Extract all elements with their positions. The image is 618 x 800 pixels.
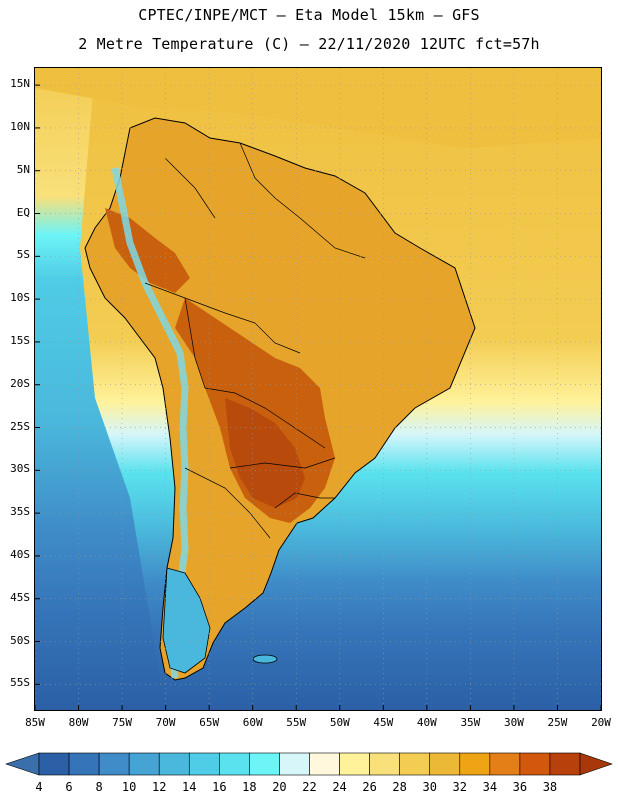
colorbar-swatch [68, 752, 100, 776]
colorbar-label: 6 [65, 780, 73, 794]
graticule [35, 68, 601, 710]
colorbar-swatch [279, 752, 310, 776]
longitude-label: 55W [286, 716, 307, 729]
longitude-label: 25W [547, 716, 568, 729]
longitude-label: 75W [112, 716, 132, 729]
latitude-label: 20S [10, 376, 30, 390]
falkland-islands [252, 654, 278, 664]
longitude-label: 30W [503, 716, 524, 729]
colorbar-label: 30 [422, 780, 437, 794]
colorbar [5, 752, 613, 776]
colorbar-label: 10 [121, 780, 137, 794]
hottest-region [225, 398, 305, 508]
colorbar-swatch [158, 752, 190, 776]
colorbar-label: 24 [332, 780, 347, 794]
colorbar-label: 14 [182, 780, 197, 794]
latitude-label: 30S [10, 462, 30, 476]
latitude-label: 15N [10, 77, 30, 91]
colorbar-swatch [38, 752, 70, 776]
latitude-label: 50S [10, 633, 30, 647]
longitude-label: 35W [460, 716, 481, 729]
colorbar-left-arrow [5, 752, 40, 776]
latitude-label: 45S [10, 590, 30, 604]
map-canvas [35, 68, 601, 710]
country-borders [144, 142, 366, 539]
colorbar-label: 20 [272, 780, 287, 794]
latitude-label: 5N [16, 162, 30, 176]
colorbar-label: 36 [512, 780, 528, 794]
colorbar-label: 34 [482, 780, 498, 794]
longitude-label: 40W [416, 716, 437, 729]
colorbar-swatch [128, 752, 160, 776]
colorbar-swatch [459, 752, 491, 776]
colorbar-label: 32 [452, 780, 467, 794]
longitude-label: 60W [242, 716, 263, 729]
colorbar-label: 8 [95, 780, 103, 794]
patagonia-region [162, 567, 211, 674]
latitude-label: 5S [16, 248, 30, 262]
longitude-label: 20W [591, 716, 611, 729]
colorbar-label: 18 [242, 780, 257, 794]
caribbean-sea [35, 68, 601, 148]
latitude-label: 25S [10, 419, 30, 433]
colorbar-label: 12 [151, 780, 167, 794]
colorbar-swatch [489, 752, 521, 776]
colorbar-swatch [98, 752, 130, 776]
longitude-label: 85W [25, 716, 45, 729]
latitude-label: 40S [10, 547, 30, 561]
colorbar-swatch [309, 752, 340, 776]
temperature-map [34, 67, 602, 711]
colorbar-label: 4 [35, 780, 43, 794]
longitude-label: 45W [373, 716, 394, 729]
colorbar-swatch [549, 752, 581, 776]
latitude-label: 35S [10, 505, 30, 519]
colorbar-swatch [399, 752, 431, 776]
colorbar-swatch [249, 752, 280, 776]
map-title: CPTEC/INPE/MCT – Eta Model 15km – GFS [138, 6, 480, 24]
colorbar-swatch [369, 752, 400, 776]
latitude-label: 10S [10, 291, 30, 305]
longitude-label: 50W [329, 716, 350, 729]
latitude-label: 10N [10, 119, 30, 133]
longitude-label: 70W [155, 716, 176, 729]
latitude-label: EQ [16, 205, 30, 219]
colorbar-swatch [339, 752, 370, 776]
latitude-label: 15S [10, 333, 30, 347]
latitude-label: 55S [10, 676, 30, 690]
colorbar-swatch [219, 752, 250, 776]
colorbar-label: 26 [362, 780, 377, 794]
colorbar-swatch [519, 752, 551, 776]
colorbar-label: 38 [542, 780, 558, 794]
axis-ticks [35, 84, 601, 710]
colorbar-label: 28 [392, 780, 407, 794]
longitude-label: 65W [199, 716, 220, 729]
map-subtitle: 2 Metre Temperature (C) – 22/11/2020 12U… [78, 35, 540, 53]
colorbar-label: 16 [212, 780, 227, 794]
colorbar-right-arrow [579, 752, 613, 776]
colorbar-swatch [188, 752, 220, 776]
longitude-label: 80W [68, 716, 89, 729]
pacific-ocean [35, 68, 165, 710]
colorbar-swatch [429, 752, 461, 776]
colorbar-label: 22 [302, 780, 317, 794]
